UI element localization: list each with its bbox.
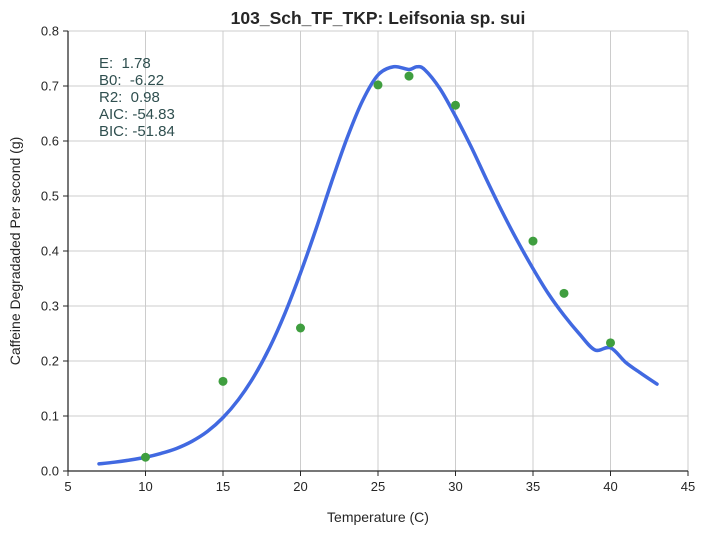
x-tick-label: 45 [681, 479, 695, 494]
x-tick-label: 20 [293, 479, 307, 494]
data-point [451, 100, 460, 110]
x-tick-label: 15 [216, 479, 230, 494]
y-tick-label: 0.6 [41, 134, 59, 149]
data-point [373, 80, 383, 90]
y-tick-label: 0.4 [41, 244, 59, 259]
y-axis-label: Caffeine Degradaded Per second (g) [7, 137, 23, 366]
data-point [218, 376, 228, 386]
y-tick-labels: 0.0 0.1 0.2 0.3 0.4 0.5 0.6 0.7 0.8 [41, 24, 59, 479]
stat-aic: AIC: -54.83 [99, 106, 175, 123]
y-tick-label: 0.8 [41, 24, 59, 39]
stat-r2: R2: 0.98 [99, 89, 160, 106]
x-tick-label: 10 [138, 479, 152, 494]
fit-curve-line [97, 64, 659, 466]
fit-statistics: E: 1.78 B0: -6.22 R2: 0.98 AIC: -54.83 B… [99, 55, 175, 140]
x-tick-labels: 5 10 15 20 25 30 35 40 45 [64, 479, 695, 494]
data-point [606, 338, 615, 348]
y-tick-label: 0.0 [41, 464, 59, 479]
data-point [296, 323, 305, 333]
x-tick-label: 35 [526, 479, 540, 494]
chart-title: 103_Sch_TF_TKP: Leifsonia sp. sui [231, 8, 526, 28]
x-tick-label: 30 [448, 479, 462, 494]
data-point [559, 288, 569, 298]
x-tick-label: 5 [64, 479, 71, 494]
stat-bic: BIC: -51.84 [99, 123, 175, 140]
x-axis-label: Temperature (C) [327, 509, 429, 525]
data-points [141, 71, 615, 462]
data-point [141, 452, 150, 462]
stat-b0: B0: -6.22 [99, 72, 164, 89]
data-point [404, 71, 414, 81]
x-tick-label: 25 [371, 479, 385, 494]
data-point [528, 236, 538, 246]
y-tick-label: 0.3 [41, 299, 59, 314]
y-tick-label: 0.2 [41, 354, 59, 369]
y-tick-label: 0.5 [41, 189, 59, 204]
y-tick-label: 0.1 [41, 409, 59, 424]
stat-e: E: 1.78 [99, 55, 151, 72]
x-tick-label: 40 [603, 479, 617, 494]
axes [63, 30, 689, 476]
y-tick-label: 0.7 [41, 79, 59, 94]
